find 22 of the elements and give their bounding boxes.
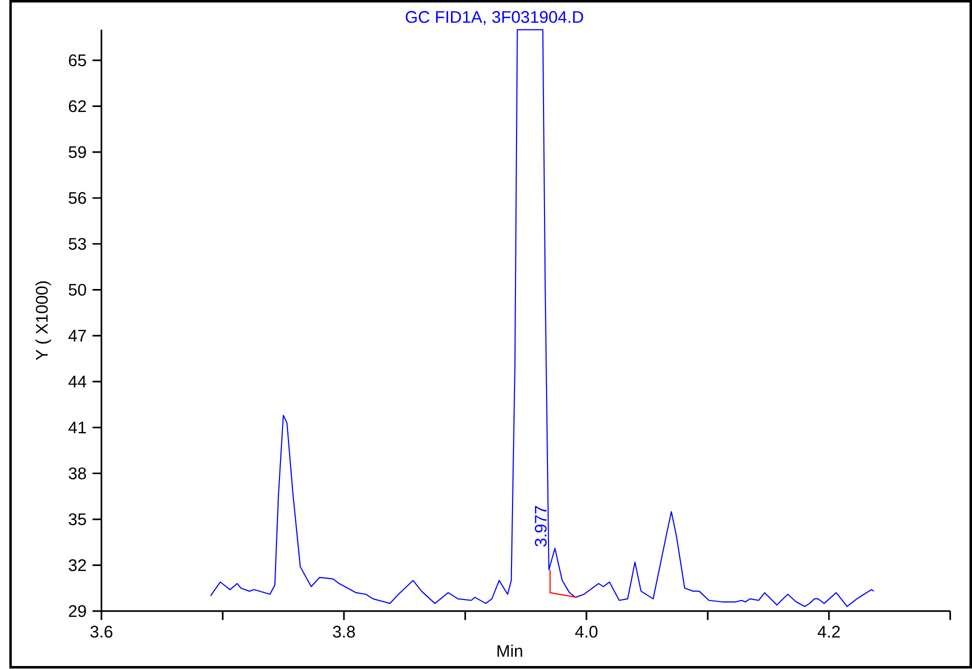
chart-title: GC FID1A, 3F031904.D <box>406 11 584 26</box>
annotation: 3.977 <box>534 506 547 547</box>
y-tick-label: 65 <box>68 54 86 66</box>
x-tick-label: 3.6 <box>90 626 112 638</box>
x-tick-label: 3.8 <box>332 626 355 638</box>
y-tick-label: 29 <box>68 605 86 618</box>
line-series <box>210 29 874 608</box>
y-axis-title: Y ( X1000) <box>35 282 52 360</box>
y-tick-label: 53 <box>68 238 86 250</box>
y-tick-label: 38 <box>68 468 86 480</box>
y-tick-label: 56 <box>68 192 86 204</box>
x-axis-title: Min <box>498 644 522 657</box>
y-tick-label: 47 <box>68 330 86 342</box>
x-tick-label: 4.0 <box>575 626 598 638</box>
x-tick-label: 4.2 <box>818 626 840 638</box>
y-tick-label: 44 <box>68 376 86 388</box>
y-tick-label: 59 <box>68 146 86 158</box>
y-tick-label: 62 <box>68 100 86 112</box>
y-tick-label: 50 <box>68 284 86 296</box>
y-tick-label: 35 <box>68 514 86 526</box>
y-tick-label: 41 <box>68 422 86 434</box>
y-tick-label: 32 <box>68 559 86 572</box>
